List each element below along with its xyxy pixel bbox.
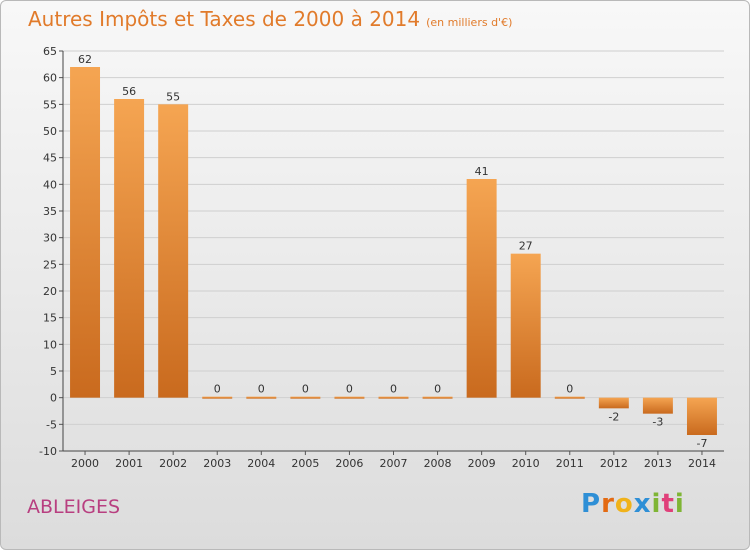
bar-value-label: 0 xyxy=(346,383,353,396)
y-tick-label: 50 xyxy=(43,125,57,138)
bar-value-label: 0 xyxy=(434,383,441,396)
x-tick-label: 2010 xyxy=(512,457,540,470)
bar-value-label: 0 xyxy=(566,383,573,396)
y-tick-label: 0 xyxy=(50,392,57,405)
x-tick-label: 2006 xyxy=(335,457,363,470)
bar-value-label: -7 xyxy=(696,437,707,450)
logo-letter: o xyxy=(614,489,634,519)
y-tick-label: 55 xyxy=(43,98,57,111)
bar xyxy=(686,397,717,435)
bar xyxy=(158,104,189,398)
x-tick-label: 2003 xyxy=(203,457,231,470)
bar-value-label: -3 xyxy=(652,416,663,429)
x-tick-label: 2001 xyxy=(115,457,143,470)
x-tick-label: 2005 xyxy=(291,457,319,470)
x-tick-label: 2002 xyxy=(159,457,187,470)
bar xyxy=(378,396,409,399)
bar xyxy=(246,396,277,399)
chart-unit: (en milliers d'€) xyxy=(426,16,513,29)
y-tick-label: -5 xyxy=(46,418,57,431)
logo-letter: i xyxy=(651,489,662,519)
y-tick-label: 20 xyxy=(43,285,57,298)
bar xyxy=(70,67,101,398)
y-tick-label: 30 xyxy=(43,232,57,245)
x-tick-label: 2012 xyxy=(600,457,628,470)
bar-value-label: 0 xyxy=(390,383,397,396)
bar xyxy=(598,397,629,409)
proxiti-logo: Proxiti xyxy=(581,489,685,519)
bar-value-label: -2 xyxy=(608,410,619,423)
chart-title: Autres Impôts et Taxes de 2000 à 2014 (en… xyxy=(28,7,512,31)
x-tick-label: 2011 xyxy=(556,457,584,470)
logo-letter: P xyxy=(581,489,602,519)
y-tick-label: -10 xyxy=(39,445,57,458)
logo-letter: x xyxy=(633,489,652,519)
x-tick-label: 2007 xyxy=(380,457,408,470)
bar xyxy=(642,397,673,414)
x-tick-label: 2014 xyxy=(688,457,716,470)
logo-letter: t xyxy=(661,489,675,519)
bar-value-label: 0 xyxy=(302,383,309,396)
commune-name: ABLEIGES xyxy=(27,496,121,518)
bar-value-label: 56 xyxy=(122,85,136,98)
bar-value-label: 0 xyxy=(258,383,265,396)
y-tick-label: 5 xyxy=(50,365,57,378)
x-tick-label: 2000 xyxy=(71,457,99,470)
x-tick-label: 2013 xyxy=(644,457,672,470)
chart-title-text: Autres Impôts et Taxes de 2000 à 2014 xyxy=(28,7,421,31)
bar-value-label: 27 xyxy=(519,240,533,253)
y-tick-label: 15 xyxy=(43,312,57,325)
x-tick-label: 2009 xyxy=(468,457,496,470)
bar xyxy=(466,179,497,398)
x-tick-label: 2008 xyxy=(424,457,452,470)
bar-value-label: 62 xyxy=(78,53,92,66)
logo-letter: r xyxy=(601,489,615,519)
bar xyxy=(334,396,365,399)
bar xyxy=(554,396,585,399)
bar xyxy=(114,99,145,398)
bar-value-label: 55 xyxy=(166,90,180,103)
y-tick-label: 45 xyxy=(43,152,57,165)
bar-value-label: 41 xyxy=(475,165,489,178)
y-tick-label: 60 xyxy=(43,72,57,85)
x-tick-label: 2004 xyxy=(247,457,275,470)
y-tick-label: 25 xyxy=(43,258,57,271)
y-tick-label: 65 xyxy=(43,45,57,58)
bar xyxy=(510,253,541,398)
y-tick-label: 40 xyxy=(43,178,57,191)
bar-value-label: 0 xyxy=(214,383,221,396)
bar xyxy=(202,396,233,399)
y-tick-label: 35 xyxy=(43,205,57,218)
bar xyxy=(290,396,321,399)
logo-letter: i xyxy=(674,489,685,519)
bar xyxy=(422,396,453,399)
y-tick-label: 10 xyxy=(43,338,57,351)
